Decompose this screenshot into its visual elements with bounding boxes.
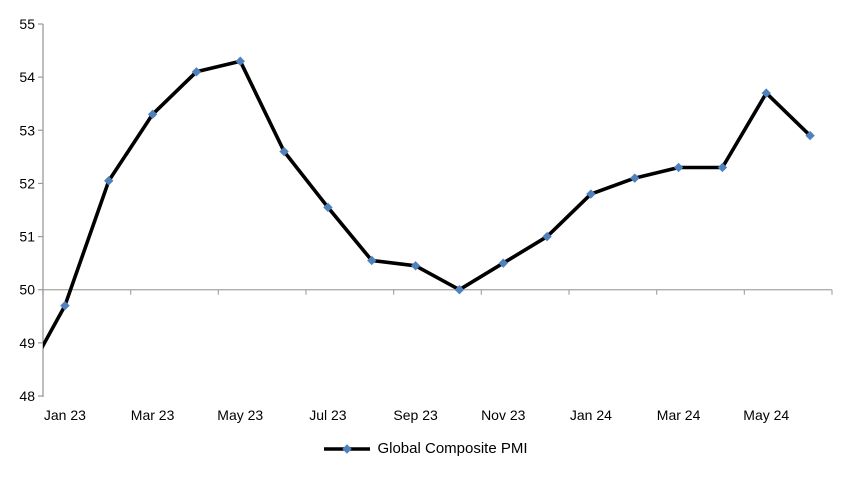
x-axis-tick-label: Mar 23 — [131, 407, 175, 423]
series-group — [43, 56, 815, 350]
y-axis-tick-label: 52 — [19, 175, 35, 191]
data-point-marker — [323, 202, 333, 213]
y-axis-tick-label: 54 — [19, 69, 35, 85]
x-axis-tick-label: May 23 — [217, 407, 263, 423]
data-point-marker — [454, 285, 465, 295]
data-point-marker — [586, 189, 596, 199]
data-point-marker — [717, 162, 728, 173]
x-axis-tick-label: Sep 23 — [393, 407, 438, 423]
y-axis-tick-label: 48 — [19, 388, 35, 404]
y-axis-tick-label: 50 — [19, 282, 35, 298]
x-axis-tick-label: Mar 24 — [657, 407, 701, 423]
x-axis-tick-label: May 24 — [743, 407, 789, 423]
y-axis-tick-label: 55 — [19, 16, 35, 32]
data-point-marker — [410, 261, 421, 271]
data-point-marker — [673, 162, 684, 173]
y-axis-tick-label: 51 — [19, 229, 35, 245]
data-point-marker — [279, 146, 289, 157]
data-point-marker — [147, 109, 158, 120]
data-point-marker — [235, 56, 245, 66]
x-axis-tick-label: Jul 23 — [309, 407, 347, 423]
data-point-marker — [104, 176, 114, 186]
data-point-marker — [191, 67, 202, 77]
series-line — [43, 59, 812, 350]
x-axis-tick-label: Jan 23 — [44, 407, 86, 423]
y-axis-tick-label: 49 — [19, 335, 35, 351]
data-point-marker — [498, 258, 508, 268]
data-point-marker — [761, 88, 771, 98]
x-axis-tick-label: Jan 24 — [570, 407, 612, 423]
data-point-marker — [60, 300, 70, 311]
data-point-marker — [542, 231, 552, 242]
data-point-marker — [630, 173, 640, 183]
y-axis-tick-label: 53 — [19, 122, 35, 138]
data-point-marker — [367, 255, 377, 266]
x-axis-tick-label: Nov 23 — [481, 407, 526, 423]
data-point-marker — [805, 130, 815, 141]
